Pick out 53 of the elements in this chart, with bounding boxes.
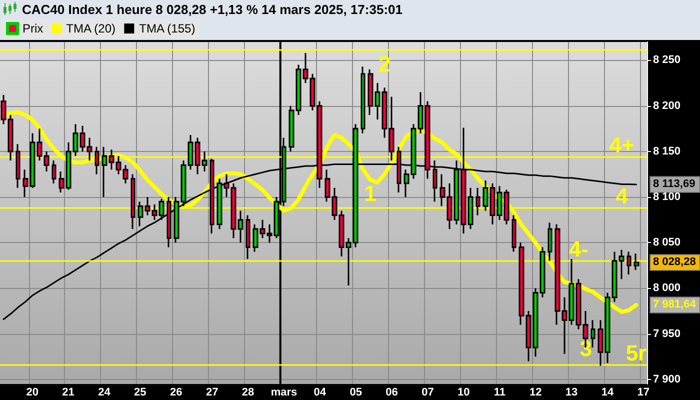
- candlestick: [52, 160, 56, 184]
- candlestick: [512, 214, 516, 253]
- y-tick-label: 7 900: [653, 373, 681, 386]
- x-tick-label: 06: [386, 386, 398, 398]
- x-tick-label: 05: [350, 386, 362, 398]
- candlestick: [476, 187, 480, 216]
- y-tick-label: 8 000: [653, 282, 681, 294]
- candlestick: [16, 143, 20, 189]
- y-tick-label: 8 200: [653, 100, 681, 112]
- candlestick: [634, 252, 640, 271]
- candlestick: [246, 214, 250, 260]
- candlestick: [130, 173, 136, 230]
- x-tick-label: 12: [529, 386, 542, 398]
- annotation: 1: [364, 180, 376, 206]
- x-tick-label: 28: [242, 386, 254, 398]
- y-tick-label: 8 100: [653, 191, 681, 204]
- x-tick-label: 21: [62, 386, 74, 398]
- x-tick-label: 14: [601, 386, 614, 398]
- x-tick-label: 13: [565, 386, 578, 398]
- x-tick-label: mars: [270, 386, 298, 398]
- x-tick-label: 20: [26, 386, 38, 398]
- chart-title: CAC40 Index 1 heure 8 028,28 +1,13 % 14 mars 2025, 17:35:01: [22, 2, 402, 16]
- y-tick-label: 8 150: [653, 145, 681, 158]
- candlestick: [166, 196, 172, 248]
- candlestick: [626, 251, 632, 276]
- x-tick-label: 27: [206, 386, 218, 398]
- annotation: 4: [616, 184, 629, 209]
- x-tick-label: 07: [422, 386, 434, 398]
- candlestick: [548, 222, 552, 262]
- x-tick-label: 24: [98, 386, 112, 398]
- y-tick-label: 8 250: [653, 54, 681, 66]
- candlestick: [590, 319, 596, 348]
- legend-label: TMA (20): [66, 22, 116, 36]
- annotation: 4+: [609, 132, 634, 158]
- annotation: 4-: [568, 236, 588, 262]
- x-tick-label: 26: [170, 386, 182, 398]
- candlestick: [94, 146, 100, 175]
- legend-label: Prix: [22, 22, 44, 36]
- x-tick-label: 04: [314, 386, 327, 398]
- x-tick-label: 25: [134, 386, 146, 398]
- y-tick-label: 8 050: [653, 236, 681, 249]
- candlestick: [360, 66, 366, 134]
- y-tick-label: 7 950: [653, 328, 681, 340]
- legend-label: TMA (155): [139, 22, 196, 36]
- annotation: 5r: [626, 340, 648, 366]
- x-tick-label: 11: [494, 386, 506, 398]
- text: 8 028,28: [653, 256, 696, 268]
- annotation: 2: [378, 51, 391, 76]
- x-tick-label: 10: [458, 386, 470, 398]
- x-tick-label: 17: [637, 386, 650, 398]
- text: 8 113,69: [653, 178, 696, 190]
- text: 7 981,64: [653, 298, 697, 310]
- annotation: 3: [580, 336, 592, 361]
